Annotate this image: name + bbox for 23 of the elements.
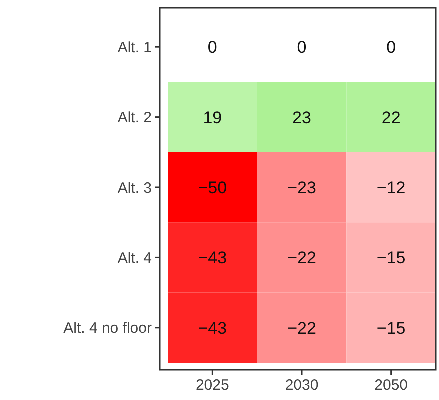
data-label: −22 <box>288 318 316 338</box>
y-tick-label: Alt. 2 <box>118 110 152 127</box>
x-tick-label: 2025 <box>196 377 230 394</box>
y-tick-label: Alt. 3 <box>118 180 152 197</box>
y-tick-label: Alt. 4 no floor <box>64 320 152 338</box>
data-label: −50 <box>198 178 228 198</box>
data-label: 19 <box>203 108 222 128</box>
data-label: 0 <box>297 38 307 58</box>
data-label: −22 <box>288 248 316 268</box>
data-label: 22 <box>382 108 401 128</box>
y-tick-label: Alt. 4 <box>118 250 152 267</box>
y-tick-label: Alt. 1 <box>118 39 152 56</box>
data-label: −43 <box>198 248 228 268</box>
data-label: −15 <box>376 248 406 268</box>
x-tick-label: 2030 <box>285 377 319 394</box>
data-label: 23 <box>292 108 312 128</box>
data-label: 0 <box>208 38 218 58</box>
x-tick-label: 2050 <box>374 377 408 394</box>
data-label: 0 <box>386 38 396 58</box>
data-label: −12 <box>376 178 406 198</box>
data-label: −43 <box>198 318 228 338</box>
data-label: −15 <box>376 318 406 338</box>
data-label: −23 <box>288 178 316 198</box>
